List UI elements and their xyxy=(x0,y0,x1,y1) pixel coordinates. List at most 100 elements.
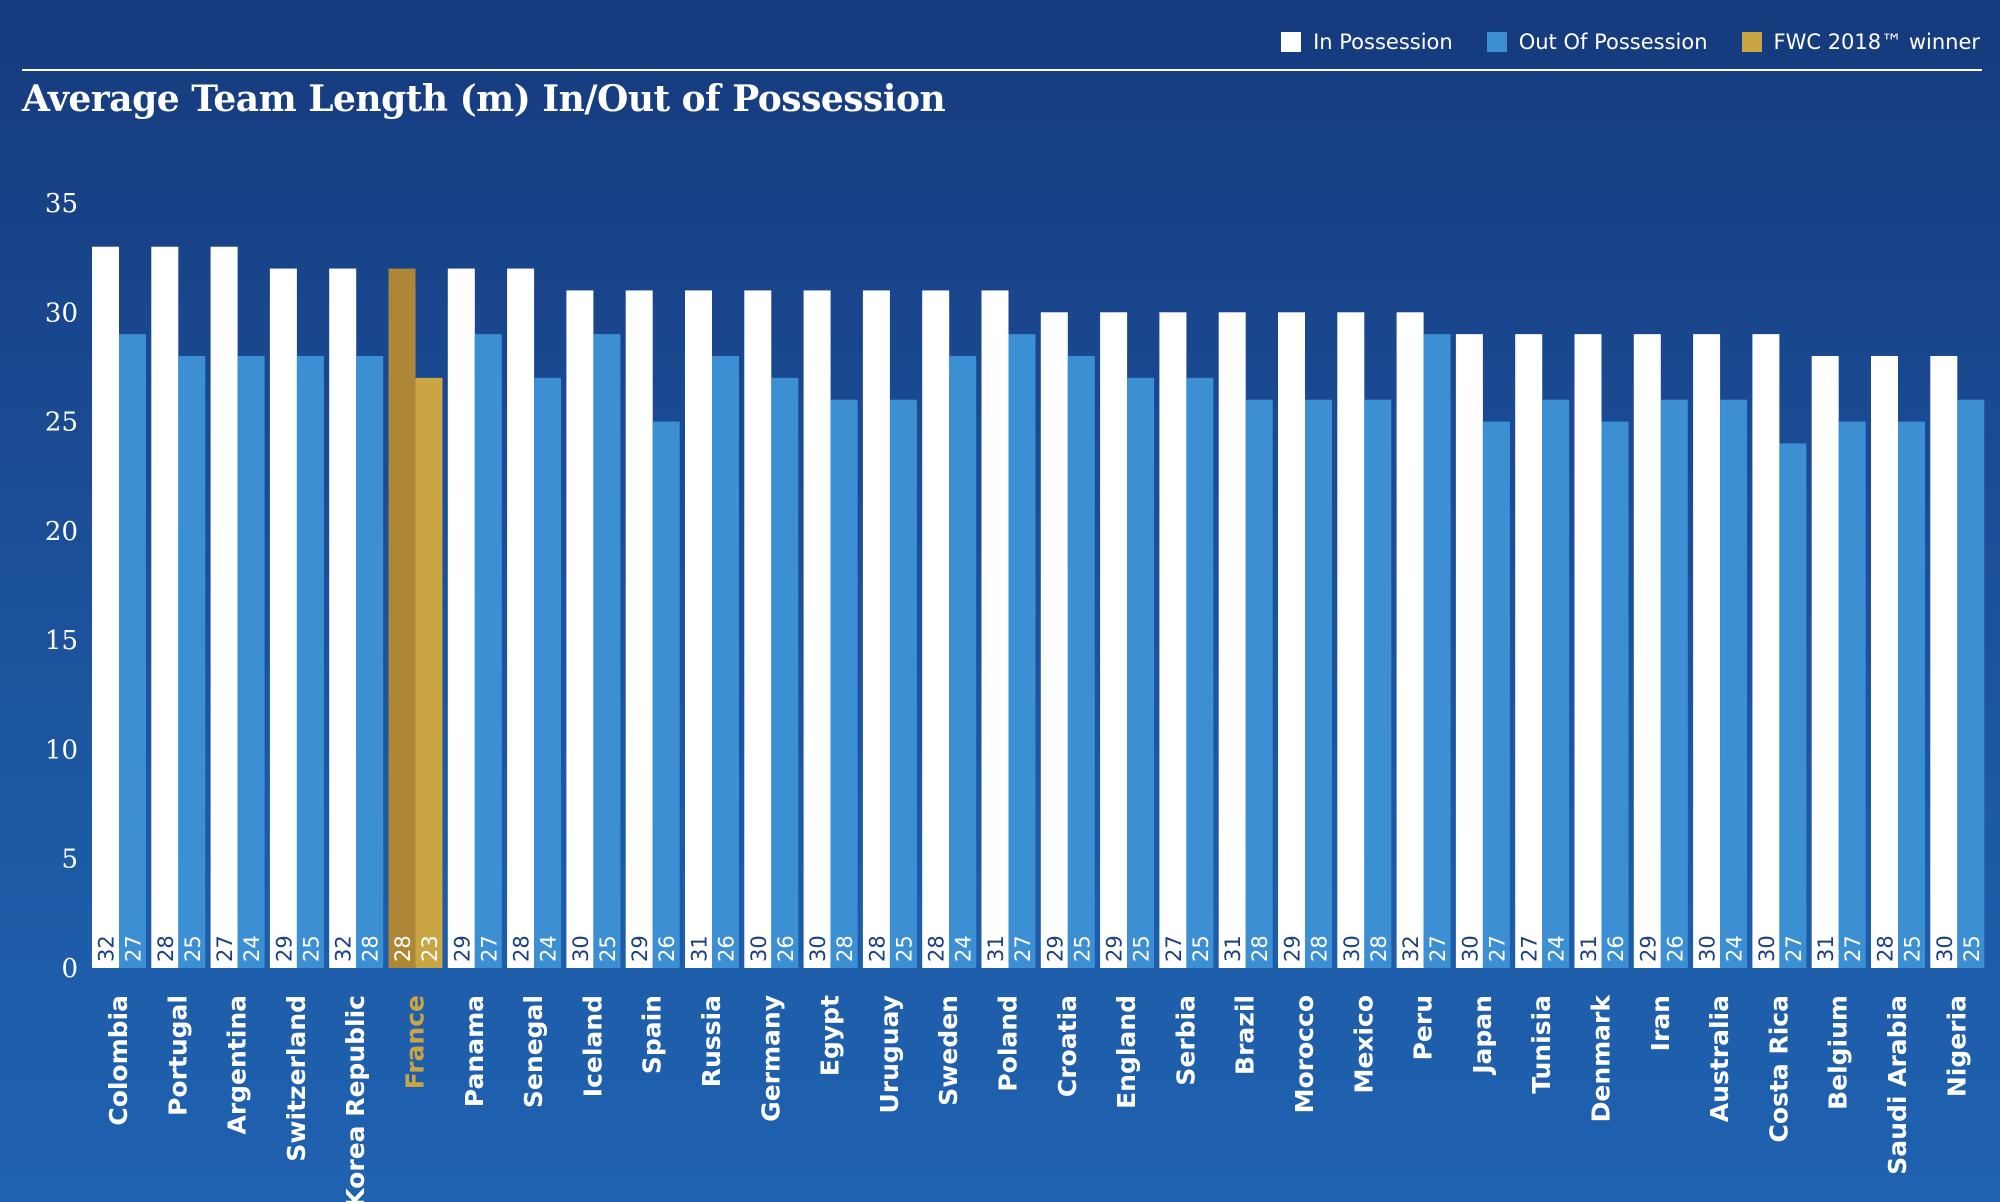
data-label-out-of-possession: 27 xyxy=(122,935,146,962)
data-label-in-possession: 29 xyxy=(1636,935,1660,962)
bar-out-of-possession xyxy=(889,399,917,968)
bar-out-of-possession xyxy=(1245,399,1273,968)
x-category-label: Tunisia xyxy=(1527,995,1556,1094)
data-label-out-of-possession: 28 xyxy=(1367,935,1391,962)
data-label-in-possession: 32 xyxy=(95,935,119,962)
data-label-in-possession: 30 xyxy=(806,935,830,962)
x-category-label: Brazil xyxy=(1231,995,1260,1075)
x-category-label: Belgium xyxy=(1824,995,1853,1110)
x-category-label: Croatia xyxy=(1053,995,1082,1097)
data-label-in-possession: 31 xyxy=(688,935,712,962)
bar-out-of-possession xyxy=(771,377,799,968)
legend-swatch-winner xyxy=(1741,32,1762,52)
x-category-label: Russia xyxy=(697,995,726,1087)
legend-item-winner: FWC 2018™ winner xyxy=(1741,30,1980,54)
bar-in-possession xyxy=(625,290,653,968)
bar-in-possession xyxy=(1396,312,1424,968)
data-label-in-possession: 30 xyxy=(747,935,771,962)
y-tick-label: 35 xyxy=(45,189,78,219)
bar-out-of-possession xyxy=(1601,421,1629,969)
data-label-out-of-possession: 24 xyxy=(952,935,976,962)
x-category-label: Poland xyxy=(994,995,1023,1092)
data-label-in-possession: 27 xyxy=(1518,935,1542,962)
bar-out-of-possession xyxy=(1482,421,1510,969)
data-label-in-possession: 28 xyxy=(925,935,949,962)
data-label-out-of-possession: 27 xyxy=(1841,935,1865,962)
bar-in-possession xyxy=(388,268,416,969)
data-label-out-of-possession: 28 xyxy=(1308,935,1332,962)
data-label-in-possession: 31 xyxy=(1814,935,1838,962)
bar-in-possession xyxy=(1871,356,1898,968)
bar-out-of-possession xyxy=(1127,377,1155,968)
bar-in-possession xyxy=(1811,356,1839,968)
bar-out-of-possession xyxy=(474,334,502,969)
legend-item-in-possession: In Possession xyxy=(1281,30,1453,54)
x-category-label: Colombia xyxy=(104,995,133,1126)
x-category-label: England xyxy=(1112,995,1141,1109)
legend-label-in-possession: In Possession xyxy=(1313,30,1453,54)
y-tick-label: 30 xyxy=(45,298,78,328)
bar-in-possession xyxy=(1278,312,1305,968)
x-category-label: Peru xyxy=(1409,995,1438,1060)
y-tick-label: 15 xyxy=(45,626,78,656)
bar-in-possession xyxy=(1218,312,1246,968)
data-label-in-possession: 30 xyxy=(1696,935,1720,962)
data-label-in-possession: 29 xyxy=(1043,935,1067,962)
data-label-out-of-possession: 25 xyxy=(1070,935,1094,962)
data-label-out-of-possession: 28 xyxy=(359,935,383,962)
bar-in-possession xyxy=(92,246,119,968)
x-category-label: Sweden xyxy=(934,995,963,1106)
bar-in-possession xyxy=(1633,334,1661,969)
data-label-out-of-possession: 27 xyxy=(1485,935,1509,962)
bar-in-possession xyxy=(1455,334,1483,969)
data-label-out-of-possession: 26 xyxy=(774,935,798,962)
data-label-in-possession: 30 xyxy=(1755,935,1779,962)
bar-out-of-possession xyxy=(1779,443,1807,968)
bar-in-possession xyxy=(744,290,772,968)
bar-out-of-possession xyxy=(1660,399,1688,968)
data-label-in-possession: 31 xyxy=(1577,935,1601,962)
bar-in-possession xyxy=(447,268,475,969)
data-label-out-of-possession: 25 xyxy=(1901,935,1925,962)
data-label-out-of-possession: 27 xyxy=(477,935,501,962)
x-category-label: Switzerland xyxy=(282,995,311,1162)
bar-out-of-possession xyxy=(296,356,324,968)
x-category-label: Korea Republic xyxy=(341,995,370,1202)
data-label-out-of-possession: 27 xyxy=(1782,935,1806,962)
data-label-out-of-possession: 25 xyxy=(1189,935,1213,962)
data-label-in-possession: 28 xyxy=(154,935,178,962)
data-label-out-of-possession: 26 xyxy=(715,935,739,962)
bar-in-possession xyxy=(685,290,712,968)
bar-out-of-possession xyxy=(415,377,443,968)
chart-title: Average Team Length (m) In/Out of Posses… xyxy=(22,78,946,120)
bar-in-possession xyxy=(566,290,594,968)
bar-out-of-possession xyxy=(356,356,384,968)
x-category-label: Saudi Arabia xyxy=(1883,995,1912,1175)
bar-in-possession xyxy=(803,290,831,968)
bar-out-of-possession xyxy=(534,377,562,968)
x-category-label: Japan xyxy=(1468,995,1497,1076)
data-label-in-possession: 28 xyxy=(391,935,415,962)
x-category-label: Australia xyxy=(1705,995,1734,1122)
data-label-in-possession: 27 xyxy=(1162,935,1186,962)
legend-label-out-of-possession: Out Of Possession xyxy=(1518,30,1708,54)
bar-out-of-possession xyxy=(1898,421,1925,969)
x-category-label: Costa Rica xyxy=(1764,995,1793,1142)
data-label-in-possession: 31 xyxy=(984,935,1008,962)
legend-swatch-out-of-possession xyxy=(1486,32,1507,52)
bar-out-of-possession xyxy=(1423,334,1451,969)
bar-out-of-possession xyxy=(1008,334,1036,969)
data-label-in-possession: 27 xyxy=(213,935,237,962)
data-label-in-possession: 29 xyxy=(272,935,296,962)
data-label-in-possession: 32 xyxy=(1399,935,1423,962)
data-label-out-of-possession: 23 xyxy=(418,935,442,962)
data-label-out-of-possession: 28 xyxy=(833,935,857,962)
bar-in-possession xyxy=(922,290,950,968)
bar-out-of-possession xyxy=(178,356,206,968)
data-label-in-possession: 30 xyxy=(1933,935,1957,962)
bar-in-possession xyxy=(1574,334,1602,969)
bar-in-possession xyxy=(1752,334,1780,969)
x-category-label: Serbia xyxy=(1171,995,1200,1086)
